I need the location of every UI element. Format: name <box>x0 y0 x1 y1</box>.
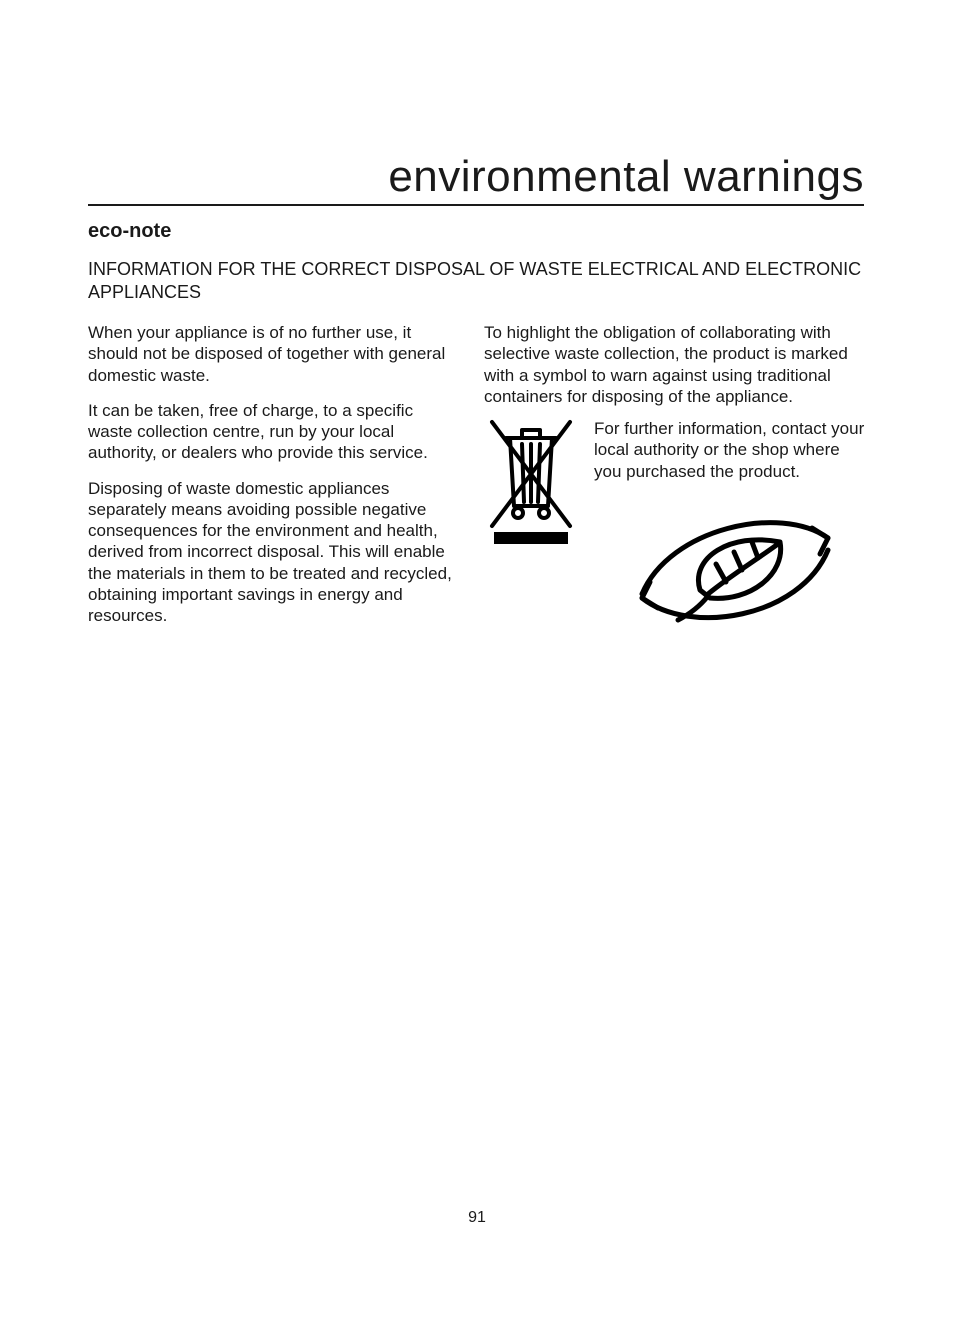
page-title: environmental warnings <box>88 152 864 202</box>
title-rule: environmental warnings <box>88 152 864 206</box>
document-page: environmental warnings eco-note INFORMAT… <box>0 0 954 1337</box>
right-column: To highlight the obligation of collabora… <box>484 322 866 421</box>
left-para-1: When your appliance is of no further use… <box>88 322 460 386</box>
left-para-3: Disposing of waste domestic appliances s… <box>88 478 460 627</box>
weee-symbol-block <box>484 414 578 544</box>
eco-leaf-icon <box>630 498 840 638</box>
disposal-subheading: INFORMATION FOR THE CORRECT DISPOSAL OF … <box>88 258 864 303</box>
weee-crossed-bin-icon <box>484 414 578 544</box>
left-para-2: It can be taken, free of charge, to a sp… <box>88 400 460 464</box>
contact-paragraph: For further information, contact your lo… <box>594 418 866 482</box>
eco-note-heading: eco-note <box>88 220 171 243</box>
eco-leaf-block <box>630 498 840 643</box>
left-column: When your appliance is of no further use… <box>88 322 460 640</box>
page-number: 91 <box>0 1209 954 1227</box>
right-para-1: To highlight the obligation of collabora… <box>484 322 866 407</box>
